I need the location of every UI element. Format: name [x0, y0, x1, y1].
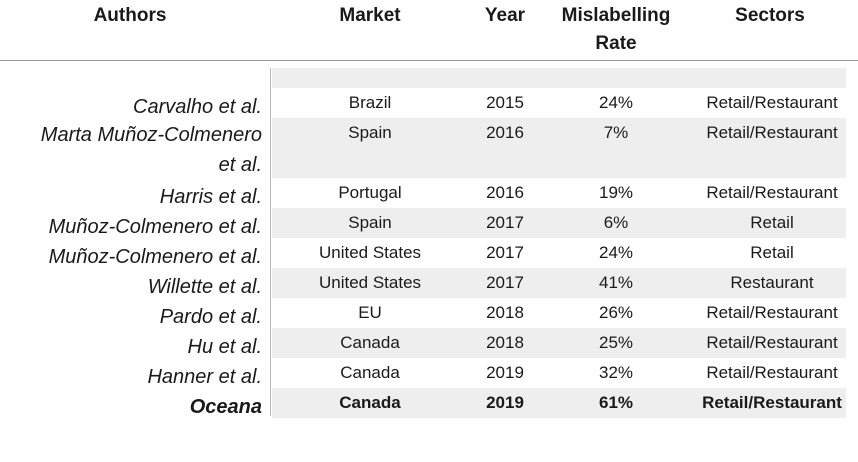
cell-market: Canada: [339, 393, 401, 412]
cell-rate: 41%: [598, 273, 634, 292]
header-sectors: Sectors: [735, 5, 805, 26]
cell-year: 2017: [486, 273, 524, 292]
cell-rate: 6%: [603, 213, 629, 232]
cell-author: Hu et al.: [187, 336, 262, 358]
grey-band: [272, 328, 846, 358]
cell-year: 2017: [486, 213, 524, 232]
table-row: Marta Muñoz-Colmenero et al. Spain 2016 …: [0, 118, 858, 178]
grey-band: [272, 268, 846, 298]
table-row: Muñoz-Colmenero et al. United States 201…: [0, 238, 858, 268]
cell-rate: 24%: [598, 243, 634, 262]
cell-author: Harris et al.: [159, 186, 262, 208]
cell-year: 2018: [486, 333, 524, 352]
grey-band: [272, 118, 846, 178]
cell-rate: 24%: [598, 93, 634, 112]
cell-year: 2019: [486, 363, 524, 382]
cell-year: 2016: [486, 123, 524, 142]
table-row: Willette et al. United States 2017 41% R…: [0, 268, 858, 298]
header-market: Market: [339, 5, 401, 26]
cell-market: Spain: [348, 213, 392, 232]
table-header: Authors Market Year Mislabelling Rate Se…: [0, 0, 858, 61]
table-row: Harris et al. Portugal 2016 19% Retail/R…: [0, 178, 858, 208]
header-mislabelling-rate: Mislabelling Rate: [548, 2, 684, 58]
cell-market: United States: [318, 243, 422, 262]
cell-year: 2015: [486, 93, 524, 112]
header-rate-line2: Rate: [595, 33, 637, 54]
cell-sector: Retail/Restaurant: [706, 123, 838, 142]
cell-sector: Restaurant: [730, 273, 814, 292]
cell-year: 2016: [486, 183, 524, 202]
cell-sector: Retail/Restaurant: [706, 93, 838, 112]
cell-sector: Retail/Restaurant: [706, 303, 838, 322]
cell-author: Willette et al.: [147, 276, 262, 298]
cell-market: Canada: [340, 333, 400, 352]
table-row: Carvalho et al. Brazil 2015 24% Retail/R…: [0, 88, 858, 118]
table-row: Hu et al. Canada 2018 25% Retail/Restaur…: [0, 328, 858, 358]
author-column-rule: [0, 68, 271, 416]
grey-band: [272, 388, 846, 418]
cell-author: Carvalho et al.: [133, 96, 262, 118]
cell-market: Spain: [348, 123, 392, 142]
cell-author: Oceana: [189, 396, 262, 418]
cell-sector: Retail: [750, 213, 794, 232]
cell-author: Pardo et al.: [159, 306, 262, 328]
cell-rate: 61%: [598, 393, 634, 412]
cell-market: Portugal: [338, 183, 402, 202]
cell-sector: Retail/Restaurant: [706, 333, 838, 352]
header-rate-line1: Mislabelling: [561, 5, 671, 26]
table-row: Pardo et al. EU 2018 26% Retail/Restaura…: [0, 298, 858, 328]
cell-author-line2: et al.: [218, 154, 262, 176]
grey-band: [272, 68, 846, 88]
cell-rate: 32%: [598, 363, 634, 382]
cell-sector: Retail/Restaurant: [706, 363, 838, 382]
cell-rate: 26%: [598, 303, 634, 322]
cell-year: 2017: [486, 243, 524, 262]
cell-market: Canada: [340, 363, 400, 382]
table-row: Oceana Canada 2019 61% Retail/Restaurant: [0, 388, 858, 418]
cell-rate: 25%: [598, 333, 634, 352]
cell-author: Marta Muñoz-Colmenero et al.: [0, 120, 262, 180]
table-row: Hanner et al. Canada 2019 32% Retail/Res…: [0, 358, 858, 388]
cell-market: United States: [318, 273, 422, 292]
cell-sector: Retail/Restaurant: [706, 183, 838, 202]
cell-sector: Retail/Restaurant: [702, 393, 842, 412]
cell-rate: 19%: [598, 183, 634, 202]
cell-sector: Retail: [750, 243, 794, 262]
grey-band: [272, 208, 846, 238]
cell-year: 2018: [486, 303, 524, 322]
cell-author-line1: Marta Muñoz-Colmenero: [40, 124, 262, 146]
cell-author: Muñoz-Colmenero et al.: [48, 216, 262, 238]
cell-market: EU: [358, 303, 382, 322]
cell-rate: 7%: [603, 123, 629, 142]
cell-author: Muñoz-Colmenero et al.: [48, 246, 262, 268]
cell-author: Hanner et al.: [147, 366, 262, 388]
cell-year: 2019: [486, 393, 524, 412]
header-year: Year: [484, 5, 526, 26]
header-authors: Authors: [93, 5, 167, 26]
cell-market: Brazil: [348, 93, 392, 112]
table-row: Muñoz-Colmenero et al. Spain 2017 6% Ret…: [0, 208, 858, 238]
